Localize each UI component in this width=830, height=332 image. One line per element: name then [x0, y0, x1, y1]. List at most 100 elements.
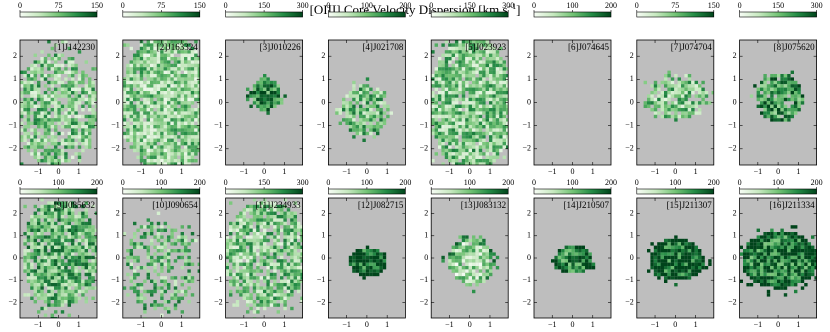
y-tick-label: 2 [321, 51, 325, 60]
colorbar-tick-label: 300 [297, 178, 309, 187]
map-pixel [479, 280, 482, 283]
map-pixel [187, 142, 190, 145]
map-pixel [187, 101, 190, 104]
map-pixel [674, 263, 677, 266]
map-pixel [763, 91, 766, 94]
map-pixel [249, 91, 252, 94]
map-pixel [81, 246, 84, 249]
map-pixel [431, 94, 434, 97]
map-pixel [277, 225, 280, 228]
map-pixel [27, 259, 30, 262]
map-pixel [187, 77, 190, 80]
map-pixel [469, 57, 472, 60]
map-pixel [499, 81, 502, 84]
map-pixel [167, 310, 170, 313]
map-pixel [71, 122, 74, 125]
map-pixel [177, 239, 180, 242]
map-pixel [763, 242, 766, 245]
map-pixel [229, 252, 232, 255]
map-pixel [61, 159, 64, 162]
map-pixel [280, 297, 283, 300]
map-pixel [787, 239, 790, 242]
map-pixel [708, 263, 711, 266]
map-pixel [23, 111, 26, 114]
map-pixel [791, 115, 794, 118]
title-end: ] [516, 2, 520, 17]
map-pixel [750, 239, 753, 242]
map-pixel [174, 111, 177, 114]
map-pixel [27, 269, 30, 272]
map-pixel [774, 239, 777, 242]
map-pixel [71, 132, 74, 135]
map-pixel [71, 111, 74, 114]
map-pixel [688, 81, 691, 84]
map-pixel [794, 94, 797, 97]
map-pixel [78, 122, 81, 125]
map-pixel [452, 81, 455, 84]
map-pixel [40, 239, 43, 242]
map-pixel [657, 273, 660, 276]
map-pixel [462, 242, 465, 245]
map-pixel [780, 246, 783, 249]
map-pixel [153, 303, 156, 306]
map-pixel [174, 105, 177, 108]
map-pixel [170, 91, 173, 94]
map-pixel [181, 152, 184, 155]
panel-label: [4]J021708 [362, 42, 403, 52]
y-tick-label: 0 [219, 253, 223, 262]
map-pixel [91, 67, 94, 70]
map-pixel [369, 252, 372, 255]
map-pixel [44, 125, 47, 128]
map-pixel [263, 246, 266, 249]
map-pixel [290, 222, 293, 225]
map-pixel [184, 60, 187, 63]
y-tick-label: 2 [219, 51, 223, 60]
map-pixel [177, 128, 180, 131]
map-pixel [187, 256, 190, 259]
map-pixel [263, 212, 266, 215]
map-pixel [191, 125, 194, 128]
y-tick-label: 1 [116, 231, 120, 240]
map-pixel [448, 256, 451, 259]
map-pixel [153, 300, 156, 303]
map-pixel [462, 101, 465, 104]
colorbar-tick-label: 0 [18, 178, 22, 187]
map-pixel [479, 269, 482, 272]
map-pixel [379, 91, 382, 94]
map-pixel [667, 71, 670, 74]
map-pixel [170, 159, 173, 162]
map-pixel [44, 218, 47, 221]
map-pixel [445, 132, 448, 135]
map-pixel [78, 88, 81, 91]
map-pixel [160, 266, 163, 269]
map-pixel [34, 293, 37, 296]
map-pixel [229, 273, 232, 276]
map-pixel [187, 132, 190, 135]
map-pixel [472, 269, 475, 272]
map-pixel [68, 108, 71, 111]
map-pixel [150, 242, 153, 245]
map-pixel [435, 43, 438, 46]
map-pixel [441, 64, 444, 67]
map-pixel [157, 139, 160, 142]
map-pixel [763, 256, 766, 259]
map-pixel [246, 259, 249, 262]
map-pixel [256, 266, 259, 269]
map-pixel [194, 139, 197, 142]
map-pixel [273, 222, 276, 225]
map-pixel [184, 280, 187, 283]
map-pixel [458, 132, 461, 135]
map-pixel [153, 105, 156, 108]
map-pixel [657, 88, 660, 91]
map-pixel [479, 64, 482, 67]
map-pixel [150, 71, 153, 74]
map-pixel [167, 77, 170, 80]
map-pixel [684, 276, 687, 279]
map-pixel [40, 242, 43, 245]
map-pixel [664, 259, 667, 262]
map-pixel [273, 105, 276, 108]
map-pixel [88, 229, 91, 232]
map-pixel [226, 246, 229, 249]
map-pixel [482, 249, 485, 252]
